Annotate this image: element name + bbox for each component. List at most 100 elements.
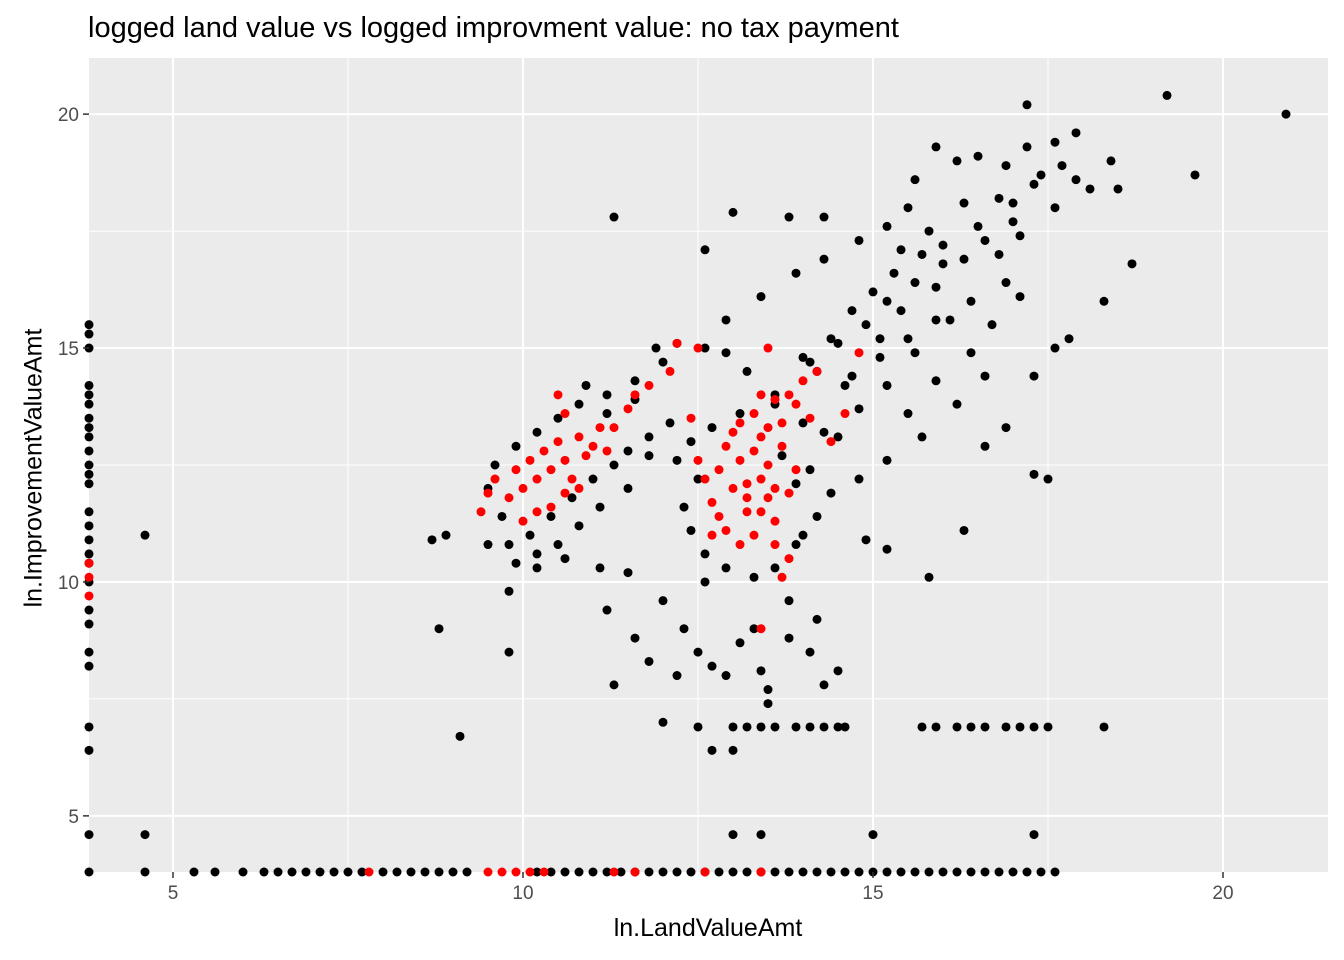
data-point-black (840, 722, 850, 732)
data-point-black (546, 867, 556, 877)
data-point-black (595, 502, 605, 512)
data-point-red (756, 390, 766, 400)
data-point-black (1001, 278, 1011, 288)
data-point-red (574, 483, 584, 493)
data-point-black (791, 268, 801, 278)
data-point-black (329, 867, 339, 877)
y-axis-label: ln.ImprovementValueAmt (19, 328, 48, 608)
data-point-red (721, 441, 731, 451)
data-point-black (84, 535, 94, 545)
data-point-black (896, 867, 906, 877)
data-point-black (840, 380, 850, 390)
data-point-black (840, 867, 850, 877)
data-point-black (910, 867, 920, 877)
data-point-black (140, 867, 150, 877)
data-point-black (679, 624, 689, 634)
data-point-black (623, 446, 633, 456)
data-point-black (679, 502, 689, 512)
data-point-black (728, 830, 738, 840)
data-point-black (1050, 203, 1060, 213)
data-point-black (791, 479, 801, 489)
data-point-black (924, 572, 934, 582)
data-point-black (140, 830, 150, 840)
data-point-red (511, 867, 521, 877)
data-point-black (672, 867, 682, 877)
data-point-red (763, 423, 773, 433)
data-point-red (714, 465, 724, 475)
data-point-red (749, 446, 759, 456)
data-point-black (462, 867, 472, 877)
data-point-red (763, 343, 773, 353)
data-point-black (798, 418, 808, 428)
data-point-black (875, 334, 885, 344)
data-point-black (994, 867, 1004, 877)
data-point-black (84, 647, 94, 657)
data-point-black (847, 371, 857, 381)
data-point-black (721, 671, 731, 681)
data-point-black (1190, 170, 1200, 180)
data-point-black (1113, 184, 1123, 194)
data-point-black (84, 469, 94, 479)
data-point-black (861, 535, 871, 545)
data-point-red (756, 867, 766, 877)
data-point-black (1015, 722, 1025, 732)
data-point-black (889, 268, 899, 278)
data-point-black (581, 380, 591, 390)
data-point-black (812, 867, 822, 877)
data-point-black (189, 867, 199, 877)
data-point-red (665, 366, 675, 376)
data-point-black (686, 867, 696, 877)
data-point-black (784, 867, 794, 877)
data-point-red (777, 418, 787, 428)
data-point-red (630, 390, 640, 400)
x-tick-label: 5 (168, 883, 179, 904)
data-point-black (896, 245, 906, 255)
data-point-black (1043, 722, 1053, 732)
data-point-red (525, 867, 535, 877)
data-point-red (735, 418, 745, 428)
data-point-black (826, 867, 836, 877)
data-point-black (959, 254, 969, 264)
data-point-black (532, 427, 542, 437)
data-point-black (1008, 198, 1018, 208)
data-point-black (742, 366, 752, 376)
data-point-black (1001, 161, 1011, 171)
data-point-black (525, 530, 535, 540)
data-point-black (273, 867, 283, 877)
data-point-black (448, 867, 458, 877)
data-point-black (931, 376, 941, 386)
data-point-black (756, 830, 766, 840)
data-point-black (973, 221, 983, 231)
data-point-black (686, 437, 696, 447)
data-point-black (749, 572, 759, 582)
data-point-black (1029, 371, 1039, 381)
data-point-black (784, 633, 794, 643)
data-point-red (805, 413, 815, 423)
data-point-red (490, 474, 500, 484)
data-point-red (511, 465, 521, 475)
data-point-red (784, 488, 794, 498)
data-point-black (1029, 179, 1039, 189)
data-point-black (910, 278, 920, 288)
data-point-black (791, 540, 801, 550)
data-point-red (364, 867, 374, 877)
data-point-red (763, 460, 773, 470)
data-point-black (84, 549, 94, 559)
data-point-black (903, 409, 913, 419)
data-point-black (1106, 156, 1116, 166)
data-point-black (973, 151, 983, 161)
data-point-black (84, 320, 94, 330)
data-point-black (728, 722, 738, 732)
y-tick-label: 5 (68, 807, 79, 828)
data-point-black (497, 511, 507, 521)
data-point-black (721, 315, 731, 325)
data-point-black (693, 474, 703, 484)
data-point-black (931, 142, 941, 152)
data-point-black (882, 296, 892, 306)
data-point-black (686, 525, 696, 535)
data-point-black (658, 596, 668, 606)
data-point-red (532, 474, 542, 484)
data-point-red (770, 395, 780, 405)
data-point-black (602, 605, 612, 615)
